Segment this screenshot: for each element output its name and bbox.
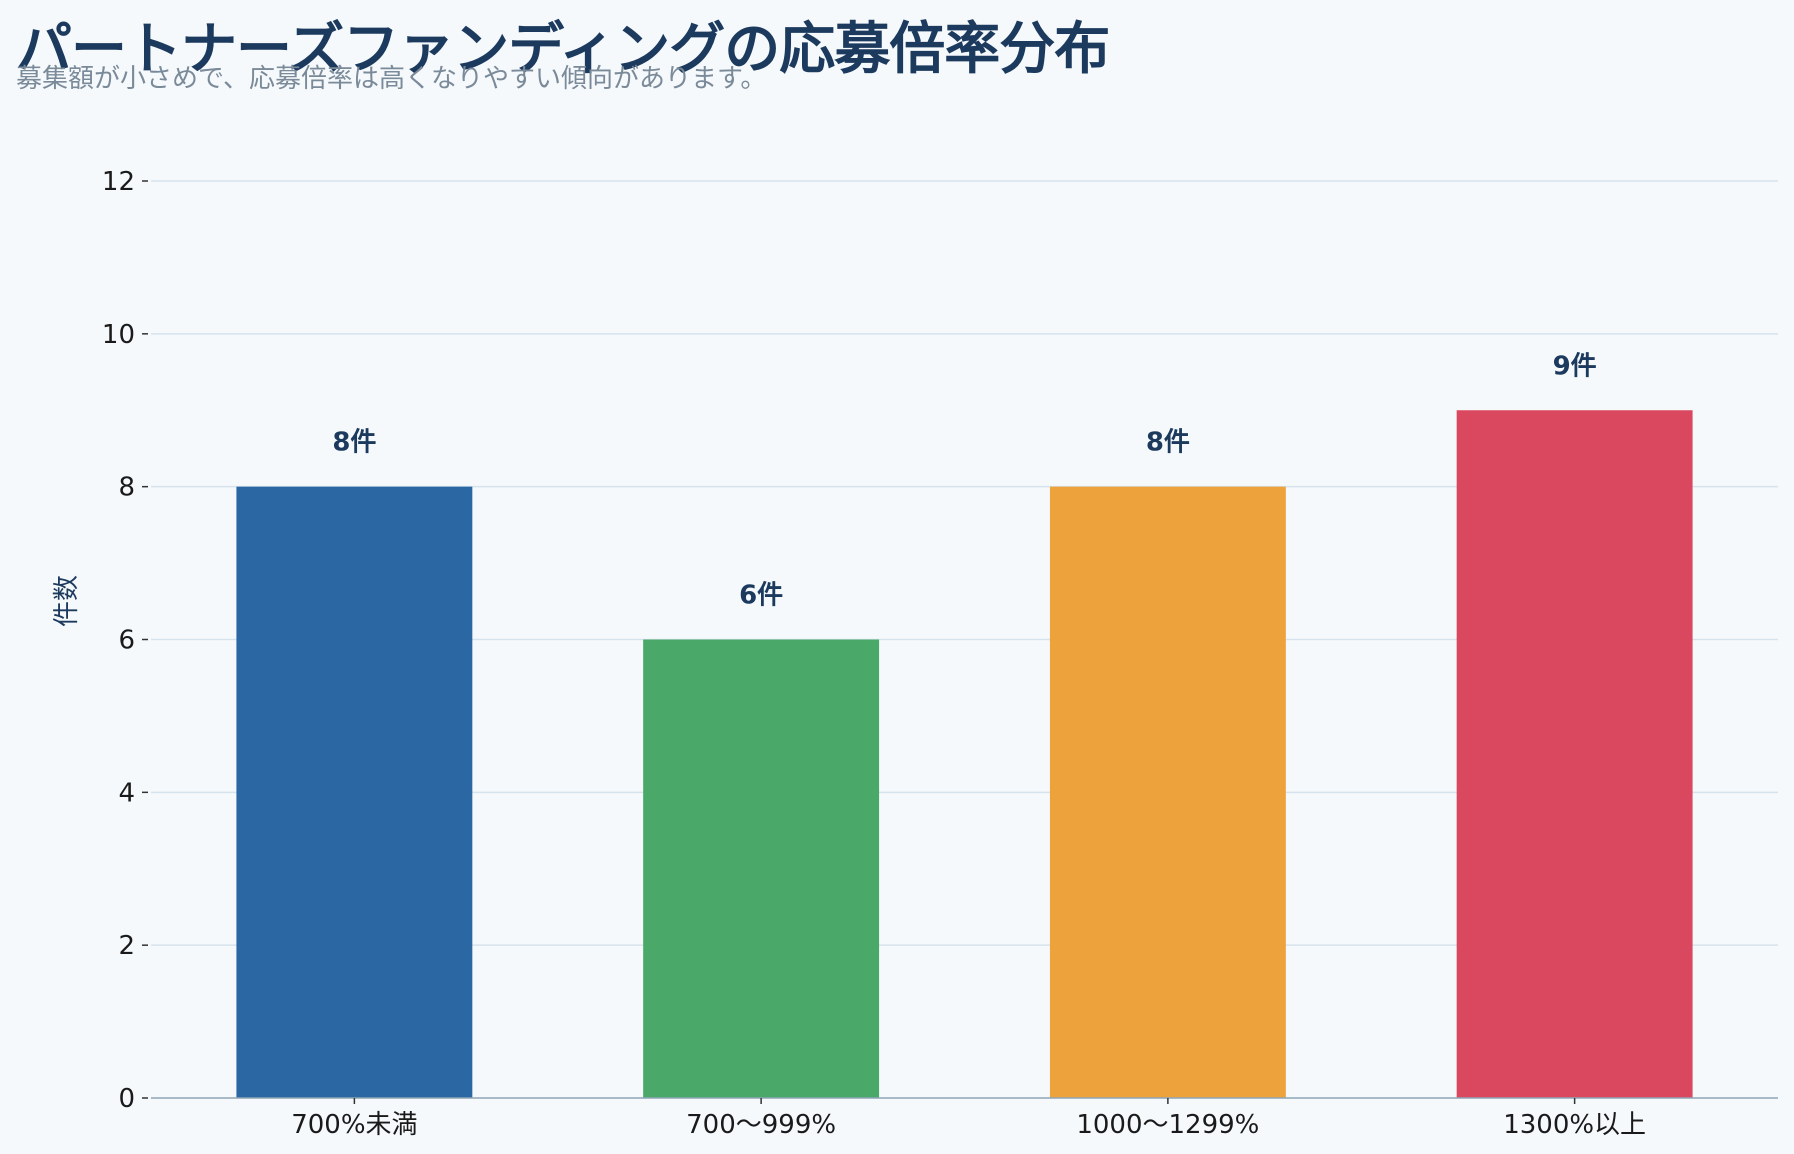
y-tick-label: 10 (102, 320, 135, 350)
x-tick-label: 1300%以上 (1503, 1110, 1646, 1140)
bar (1456, 410, 1693, 1098)
y-tick-label: 0 (118, 1084, 135, 1114)
y-tick-label: 12 (102, 167, 135, 197)
chart-title: パートナーズファンディングの応募倍率分布 (16, 17, 1110, 82)
y-axis-title: 件数 (52, 575, 82, 627)
data-label: 8件 (1146, 428, 1190, 458)
chart-subtitle: 募集額が小さめで、応募倍率は高くなりやすい傾向があります。 (16, 64, 767, 94)
bar (236, 486, 473, 1099)
bars: 8件 6件 8件 9件 (236, 351, 1693, 1099)
y-tick-label: 4 (118, 778, 135, 808)
y-tick-label: 6 (118, 626, 135, 656)
data-label: 6件 (739, 581, 783, 611)
x-tick-label: 1000〜1299% (1076, 1110, 1259, 1140)
x-tick-label: 700%未満 (291, 1110, 417, 1140)
data-label: 8件 (332, 428, 376, 458)
data-label: 9件 (1553, 351, 1597, 381)
axes: 0 2 4 6 8 10 12 700%未満 700〜999% 1000〜1299% 1300%以上 (102, 167, 1778, 1140)
bar (643, 639, 880, 1098)
bar (1049, 486, 1286, 1099)
x-tick-label: 700〜999% (686, 1110, 836, 1140)
y-tick-label: 8 (118, 473, 135, 503)
y-tick-label: 2 (118, 931, 135, 961)
